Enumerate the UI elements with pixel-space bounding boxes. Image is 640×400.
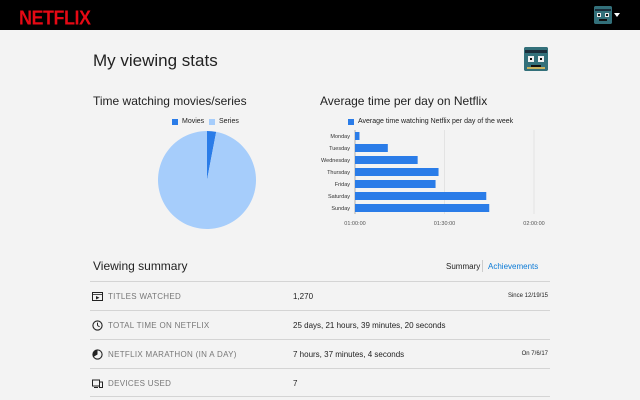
bar-chart-legend: Average time watching Netflix per day of… — [348, 118, 513, 125]
row-label: DEVICES USED — [108, 379, 172, 388]
bar-wednesday[interactable] — [355, 156, 418, 164]
bar-thursday[interactable] — [355, 168, 439, 176]
top-navigation-bar: NETFLIX — [0, 0, 640, 30]
bar-monday[interactable] — [355, 132, 360, 140]
row-note: Since 12/19/15 — [507, 293, 548, 299]
netflix-logo[interactable]: NETFLIX — [19, 6, 91, 29]
row-value: 1,270 — [293, 292, 314, 301]
bar-chart-title: Average time per day on Netflix — [320, 94, 488, 108]
y-tick-label: Tuesday — [329, 146, 350, 152]
x-tick-label: 01:30:00 — [434, 221, 455, 227]
film-icon — [92, 292, 103, 301]
user-avatar-icon — [524, 47, 548, 71]
row-value: 25 days, 21 hours, 39 minutes, 20 second… — [293, 321, 446, 330]
row-value: 7 — [293, 379, 298, 388]
stopwatch-icon — [92, 349, 103, 360]
row-label: NETFLIX MARATHON (IN A DAY) — [108, 350, 237, 359]
y-tick-label: Wednesday — [321, 158, 350, 164]
bar-chart: 01:00:00 01:30:00 02:00:00 Monday Tuesday Wed… — [321, 130, 545, 227]
y-tick-label: Thursday — [327, 170, 350, 176]
y-tick-label: Saturday — [328, 194, 350, 200]
devices-icon — [92, 379, 103, 388]
pie-chart — [158, 131, 256, 229]
row-value: 7 hours, 37 minutes, 4 seconds — [293, 350, 405, 359]
legend-movies: Movies — [172, 118, 204, 125]
row-label: TITLES WATCHED — [108, 292, 182, 301]
summary-row-marathon: NETFLIX MARATHON (IN A DAY) 7 hours, 37 … — [90, 339, 550, 368]
row-label: TOTAL TIME ON NETFLIX — [108, 321, 210, 330]
bar-sunday[interactable] — [355, 204, 490, 212]
x-tick-label: 01:00:00 — [344, 221, 365, 227]
bar-friday[interactable] — [355, 180, 436, 188]
profile-avatar-icon[interactable] — [594, 6, 612, 24]
x-tick-label: 02:00:00 — [523, 221, 544, 227]
legend-swatch-series — [209, 118, 215, 125]
legend-series: Series — [209, 118, 239, 125]
tab-achievements[interactable]: Achievements — [488, 262, 539, 271]
y-tick-label: Monday — [330, 134, 350, 140]
summary-row-devices: DEVICES USED 7 — [90, 368, 550, 397]
viewing-summary-title: Viewing summary — [93, 259, 188, 273]
y-tick-label: Friday — [335, 182, 351, 188]
pie-slice-series[interactable] — [158, 131, 256, 229]
legend-label-series: Series — [219, 118, 239, 125]
bar-tuesday[interactable] — [355, 144, 388, 152]
legend-label-movies: Movies — [182, 118, 205, 125]
legend-swatch-movies — [172, 118, 178, 125]
summary-row-total-time: TOTAL TIME ON NETFLIX 25 days, 21 hours,… — [90, 310, 550, 339]
legend-label-bars: Average time watching Netflix per day of… — [358, 118, 514, 125]
page-title: My viewing stats — [93, 51, 218, 70]
profile-menu-caret-icon[interactable] — [614, 13, 620, 17]
bar-saturday[interactable] — [355, 192, 487, 200]
summary-row-titles-watched: TITLES WATCHED 1,270 Since 12/19/15 — [90, 281, 550, 310]
row-note: On 7/6/17 — [521, 351, 548, 357]
clock-icon — [92, 320, 103, 331]
pie-chart-title: Time watching movies/series — [93, 94, 247, 108]
pie-slice-movies[interactable] — [207, 131, 217, 180]
tab-summary[interactable]: Summary — [446, 262, 481, 271]
tab-divider — [482, 260, 483, 272]
legend-swatch-bars — [348, 118, 354, 125]
y-tick-label: Sunday — [331, 206, 350, 212]
